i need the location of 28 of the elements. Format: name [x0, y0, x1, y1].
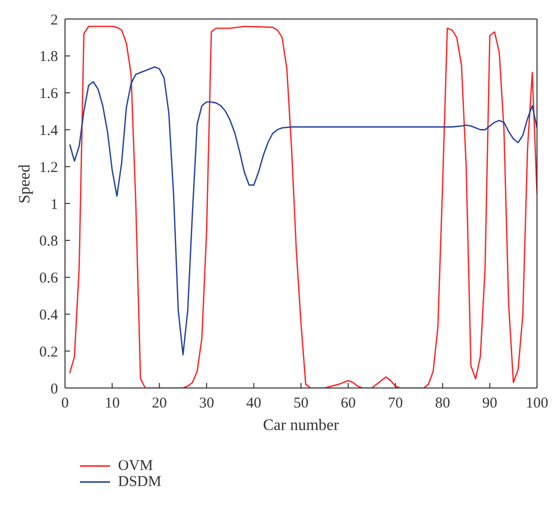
x-tick-label: 10 — [104, 396, 120, 412]
legend-label: DSDM — [118, 474, 162, 490]
line-series — [69, 66, 537, 356]
y-tick-label: 0.2 — [39, 344, 58, 360]
y-tick-label: 2 — [50, 12, 58, 28]
x-tick-label: 50 — [294, 396, 308, 412]
x-tick-label: 20 — [152, 396, 167, 412]
x-tick-label: 0 — [61, 396, 69, 412]
y-tick-label: 1.6 — [39, 86, 58, 102]
x-tick-label: 80 — [435, 396, 450, 412]
x-tick-label: 90 — [482, 396, 498, 412]
y-tick-label: 0 — [50, 381, 58, 398]
y-tick-label: 1 — [50, 196, 58, 213]
y-tick-label: 1.4 — [39, 123, 58, 140]
x-tick-label: 100 — [526, 396, 548, 412]
y-axis-title: Speed — [16, 164, 34, 204]
y-tick-label: 0.6 — [39, 270, 58, 287]
x-axis-title: Car number — [263, 417, 340, 434]
y-tick-label: 0.4 — [39, 308, 58, 324]
y-tick-label: 0.8 — [39, 234, 58, 250]
y-tick-label: 1.2 — [39, 160, 58, 176]
x-tick-label: 40 — [246, 396, 262, 412]
y-tick-label: 1.8 — [39, 49, 58, 66]
x-tick-label: 60 — [340, 396, 356, 412]
x-tick-label: 30 — [199, 396, 214, 412]
legend-label: OVM — [118, 458, 154, 474]
line-series — [69, 26, 537, 388]
x-tick-label: 70 — [388, 396, 403, 412]
